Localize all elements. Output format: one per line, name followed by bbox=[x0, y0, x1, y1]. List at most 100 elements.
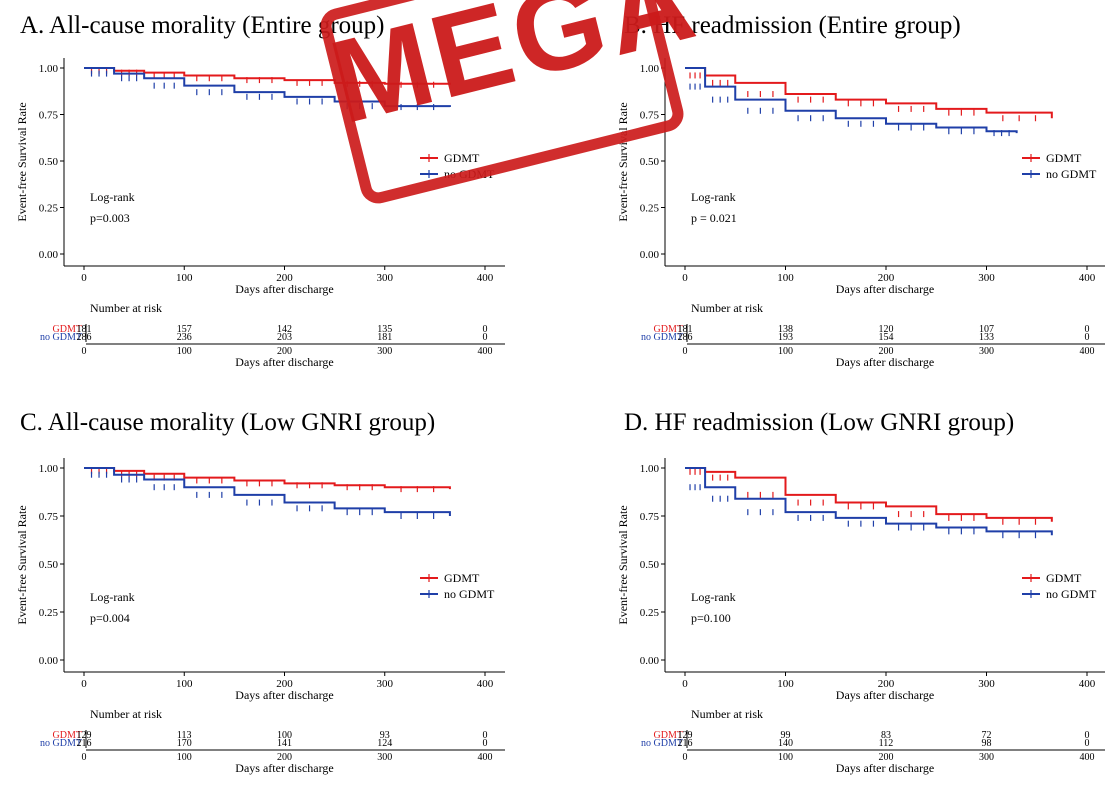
y-tick-label: 0.50 bbox=[39, 559, 59, 571]
risk-value: 129 bbox=[678, 730, 693, 741]
x-tick-label: 0 bbox=[682, 272, 688, 284]
y-tick-label: 0.25 bbox=[640, 203, 660, 215]
risk-value: 193 bbox=[778, 332, 793, 343]
x-tick-label: 100 bbox=[176, 272, 193, 284]
y-tick-label: 0.00 bbox=[640, 655, 660, 667]
risk-value: 181 bbox=[77, 324, 92, 335]
x-tick-label: 300 bbox=[377, 272, 394, 284]
risk-title: Number at risk bbox=[691, 301, 763, 315]
risk-row-label: GDMT bbox=[53, 324, 82, 335]
risk-axis-title: Days after discharge bbox=[836, 355, 934, 369]
risk-value: 216 bbox=[77, 738, 92, 749]
x-axis-title: Days after discharge bbox=[235, 282, 333, 296]
legend-label: GDMT bbox=[444, 571, 480, 585]
risk-value: 154 bbox=[879, 332, 894, 343]
risk-tick-label: 0 bbox=[82, 752, 87, 763]
risk-value: 72 bbox=[982, 730, 992, 741]
x-tick-label: 400 bbox=[1079, 272, 1096, 284]
p-value: p=0.003 bbox=[90, 211, 130, 225]
risk-value: 140 bbox=[778, 738, 793, 749]
risk-value: 83 bbox=[881, 730, 891, 741]
y-tick-label: 0.25 bbox=[39, 203, 59, 215]
curve-gdmt bbox=[84, 67, 451, 85]
x-tick-label: 400 bbox=[1079, 678, 1096, 690]
risk-value: 135 bbox=[377, 324, 392, 335]
risk-axis-title: Days after discharge bbox=[235, 761, 333, 775]
risk-value: 129 bbox=[77, 730, 92, 741]
risk-tick-label: 0 bbox=[683, 752, 688, 763]
y-axis-title: Event-free Survival Rate bbox=[616, 102, 630, 221]
legend-label: no GDMT bbox=[1046, 167, 1097, 181]
panel-title: A. All-cause morality (Entire group) bbox=[20, 12, 384, 39]
risk-title: Number at risk bbox=[90, 301, 162, 315]
risk-tick-label: 100 bbox=[177, 752, 192, 763]
y-axis-title: Event-free Survival Rate bbox=[15, 102, 29, 221]
y-tick-label: 0.50 bbox=[640, 156, 660, 168]
y-tick-label: 0.75 bbox=[640, 110, 660, 122]
risk-tick-label: 0 bbox=[82, 346, 87, 357]
risk-value: 0 bbox=[483, 332, 488, 343]
risk-row-label: no GDMT bbox=[40, 332, 82, 343]
y-tick-label: 0.00 bbox=[39, 249, 59, 261]
x-tick-label: 100 bbox=[777, 678, 794, 690]
risk-row-label: GDMT bbox=[654, 730, 683, 741]
risk-value: 124 bbox=[377, 738, 392, 749]
risk-value: 181 bbox=[377, 332, 392, 343]
risk-value: 0 bbox=[1085, 730, 1090, 741]
risk-value: 157 bbox=[177, 324, 192, 335]
legend-label: GDMT bbox=[1046, 571, 1082, 585]
p-value: p=0.100 bbox=[691, 611, 731, 625]
risk-tick-label: 400 bbox=[478, 346, 493, 357]
risk-tick-label: 400 bbox=[1080, 346, 1095, 357]
curve-gdmt bbox=[685, 67, 1053, 119]
x-tick-label: 300 bbox=[377, 678, 394, 690]
risk-tick-label: 300 bbox=[377, 752, 392, 763]
risk-tick-label: 0 bbox=[683, 346, 688, 357]
x-tick-label: 200 bbox=[878, 678, 895, 690]
risk-tick-label: 200 bbox=[277, 346, 292, 357]
x-tick-label: 0 bbox=[682, 678, 688, 690]
risk-axis-title: Days after discharge bbox=[836, 761, 934, 775]
x-axis-title: Days after discharge bbox=[235, 688, 333, 702]
risk-value: 0 bbox=[483, 730, 488, 741]
test-label: Log-rank bbox=[691, 590, 736, 604]
y-tick-label: 1.00 bbox=[39, 463, 59, 475]
risk-value: 98 bbox=[982, 738, 992, 749]
x-tick-label: 100 bbox=[176, 678, 193, 690]
risk-value: 107 bbox=[979, 324, 994, 335]
risk-tick-label: 400 bbox=[478, 752, 493, 763]
risk-row-label: no GDMT bbox=[641, 738, 683, 749]
y-tick-label: 0.50 bbox=[640, 559, 660, 571]
x-tick-label: 0 bbox=[81, 678, 87, 690]
panel-b: B. HF readmission (Entire group) 0.00 0.25… bbox=[616, 12, 1105, 369]
risk-title: Number at risk bbox=[691, 707, 763, 721]
curve-no-gdmt bbox=[84, 67, 451, 108]
x-tick-label: 400 bbox=[477, 678, 494, 690]
risk-tick-label: 100 bbox=[778, 346, 793, 357]
risk-tick-label: 300 bbox=[377, 346, 392, 357]
risk-value: 133 bbox=[979, 332, 994, 343]
panel-a: A. All-cause morality (Entire group) 0.00… bbox=[15, 12, 505, 369]
risk-value: 181 bbox=[678, 324, 693, 335]
curve-no-gdmt bbox=[685, 67, 1018, 134]
risk-tick-label: 100 bbox=[177, 346, 192, 357]
risk-title: Number at risk bbox=[90, 707, 162, 721]
risk-value: 203 bbox=[277, 332, 292, 343]
risk-value: 142 bbox=[277, 324, 292, 335]
panel-title: C. All-cause morality (Low GNRI group) bbox=[20, 409, 435, 436]
risk-value: 0 bbox=[1085, 738, 1090, 749]
curve-no-gdmt bbox=[685, 467, 1053, 536]
risk-value: 0 bbox=[1085, 332, 1090, 343]
legend-label: no GDMT bbox=[444, 167, 495, 181]
panel-title: B. HF readmission (Entire group) bbox=[624, 12, 961, 39]
risk-tick-label: 300 bbox=[979, 346, 994, 357]
y-tick-label: 0.75 bbox=[640, 511, 660, 523]
risk-row-label: GDMT bbox=[654, 324, 683, 335]
risk-value: 0 bbox=[483, 324, 488, 335]
risk-value: 112 bbox=[879, 738, 894, 749]
risk-tick-label: 300 bbox=[979, 752, 994, 763]
legend-label: no GDMT bbox=[1046, 587, 1097, 601]
risk-value: 93 bbox=[380, 730, 390, 741]
y-tick-label: 1.00 bbox=[640, 463, 660, 475]
risk-value: 138 bbox=[778, 324, 793, 335]
